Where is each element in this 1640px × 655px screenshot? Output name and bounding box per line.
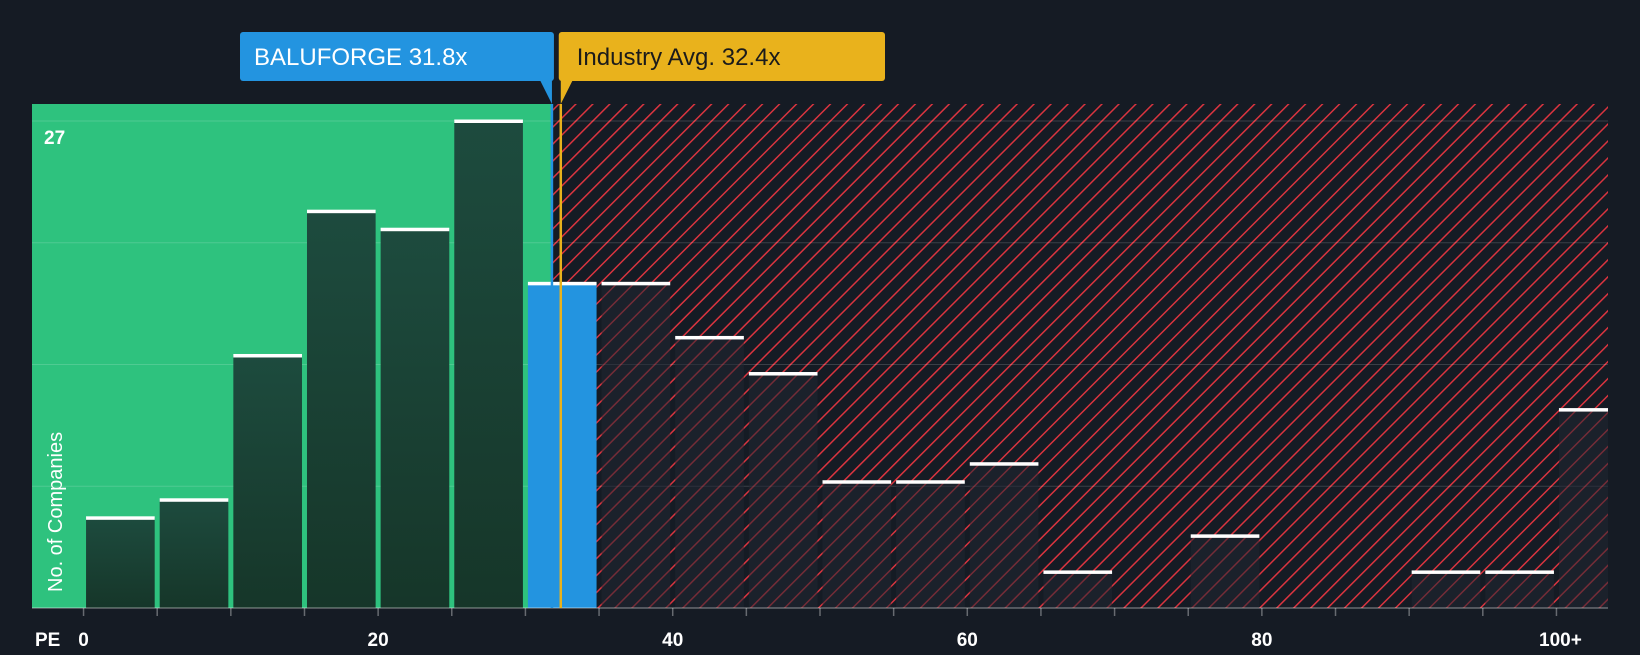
histogram-bar xyxy=(159,499,229,608)
bar-top-marker xyxy=(380,227,450,232)
histogram-bar xyxy=(969,463,1039,608)
x-tick-label: 0 xyxy=(78,630,89,650)
histogram-bar xyxy=(380,229,450,608)
x-axis-ticks: 0 20 40 60 80 100+ xyxy=(78,608,1582,651)
histogram-bar xyxy=(1190,535,1260,608)
bar-top-marker xyxy=(601,281,671,286)
x-tick-label: 80 xyxy=(1251,630,1272,650)
histogram-bar xyxy=(233,355,302,608)
bar-top-marker xyxy=(1558,408,1608,412)
histogram-bar xyxy=(896,481,965,608)
bar-top-marker xyxy=(159,498,229,502)
x-tick-label: 60 xyxy=(957,630,978,650)
bar-top-marker xyxy=(233,353,302,358)
company-pe-tag xyxy=(240,32,554,81)
bar-top-marker xyxy=(1411,570,1481,574)
histogram-bar xyxy=(306,211,376,608)
histogram-bar xyxy=(527,283,597,608)
histogram-bar xyxy=(86,517,155,608)
bar-top-marker xyxy=(527,281,597,286)
bar-top-marker xyxy=(306,209,376,214)
histogram-bar xyxy=(1485,571,1554,608)
histogram-bar xyxy=(1043,571,1113,608)
y-max-tick-label: 27 xyxy=(44,128,65,149)
bar-top-marker xyxy=(896,480,965,484)
bar-top-marker xyxy=(969,462,1039,466)
histogram-bar xyxy=(1558,409,1608,608)
bar-top-marker xyxy=(1043,570,1113,574)
industry-tag-pointer xyxy=(560,80,573,104)
industry-avg-label: Industry Avg. 32.4x xyxy=(577,44,781,71)
pe-markers xyxy=(539,80,573,608)
bar-top-marker xyxy=(822,480,892,484)
histogram-bar xyxy=(822,481,892,608)
histogram-bar xyxy=(748,373,818,608)
bar-top-marker xyxy=(748,372,818,376)
bar-top-marker xyxy=(86,516,155,520)
x-tick-label: 100+ xyxy=(1539,630,1582,650)
x-axis-label: PE xyxy=(35,630,60,650)
x-tick-label: 40 xyxy=(662,630,683,650)
bar-top-marker xyxy=(675,335,744,340)
y-axis-label: No. of Companies xyxy=(45,432,67,592)
company-tag-pointer xyxy=(539,80,552,104)
histogram-bar xyxy=(454,121,523,608)
histogram-bar xyxy=(675,337,744,608)
bar-top-marker xyxy=(454,119,523,123)
bar-top-marker xyxy=(1190,534,1260,538)
x-tick-label: 20 xyxy=(368,630,389,650)
histogram-bar xyxy=(1411,571,1481,608)
histogram-bar xyxy=(601,283,671,608)
bars xyxy=(86,119,1608,608)
company-pe-label: BALUFORGE 31.8x xyxy=(254,44,467,71)
bar-top-marker xyxy=(1485,570,1554,574)
industry-avg-tag xyxy=(558,32,885,81)
